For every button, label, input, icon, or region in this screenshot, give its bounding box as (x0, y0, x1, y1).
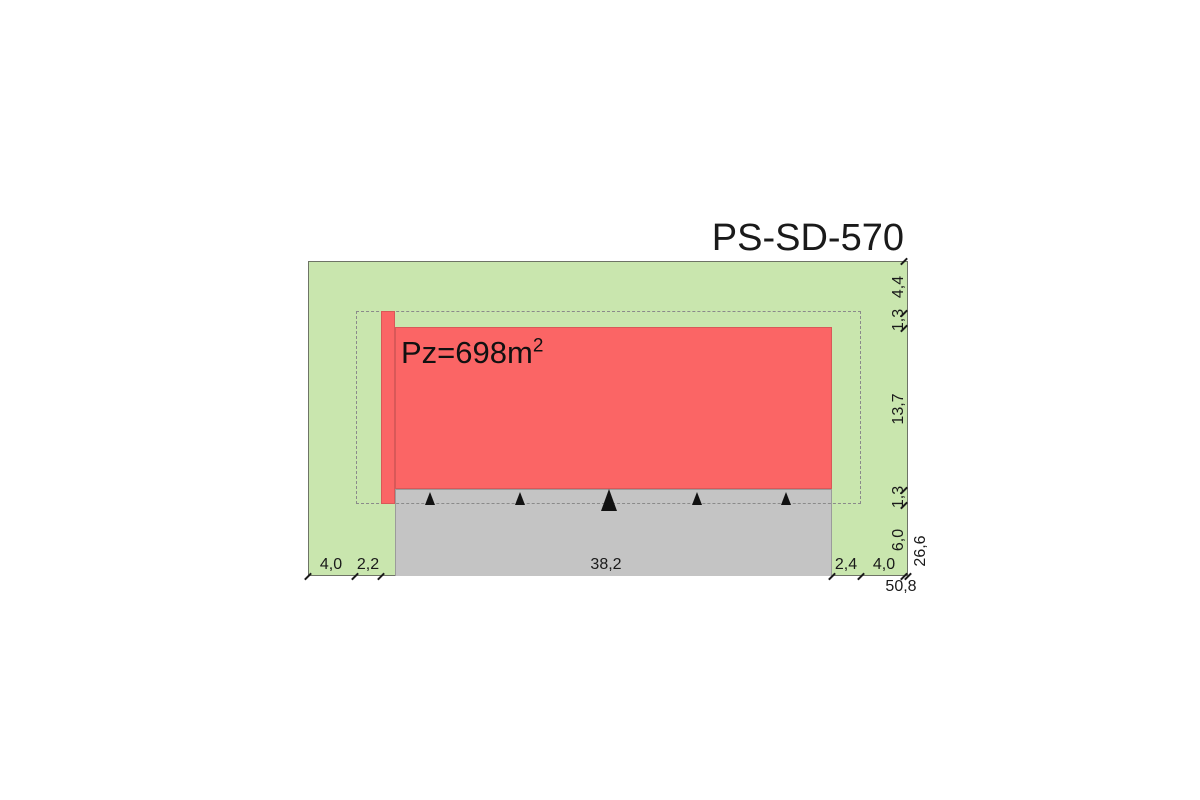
dim-label-right-4: 1,3 (890, 485, 907, 509)
dim-label-bottom-2: 2,2 (356, 556, 380, 573)
building-area-label: Pz=698m2 (401, 335, 544, 370)
entrance-arrow-icon (425, 492, 435, 505)
dim-label-right-total: 26,6 (912, 535, 929, 567)
dim-label-bottom-1: 4,0 (319, 556, 343, 573)
dim-label-bottom-5: 4,0 (872, 556, 896, 573)
entrance-arrow-icon (781, 492, 791, 505)
drawing-title: PS-SD-570 (711, 217, 904, 259)
dim-label-right-5: 6,0 (890, 528, 907, 552)
dim-tick (304, 572, 312, 581)
dim-label-bottom-3: 38,2 (590, 556, 622, 573)
main-entrance-arrow-icon (601, 489, 617, 511)
building-wing (381, 311, 395, 504)
building-footprint (395, 327, 832, 489)
building-area-superscript: 2 (532, 335, 544, 357)
dim-label-right-1: 4,4 (890, 275, 907, 299)
entrance-arrow-icon (692, 492, 702, 505)
entrance-arrow-icon (515, 492, 525, 505)
dim-label-bottom-total: 50,8 (885, 578, 917, 595)
building-area-text: Pz=698m (401, 335, 533, 370)
dim-label-right-2: 1,3 (890, 308, 907, 332)
dim-label-right-3: 13,7 (890, 393, 907, 425)
dim-label-bottom-4: 2,4 (834, 556, 858, 573)
